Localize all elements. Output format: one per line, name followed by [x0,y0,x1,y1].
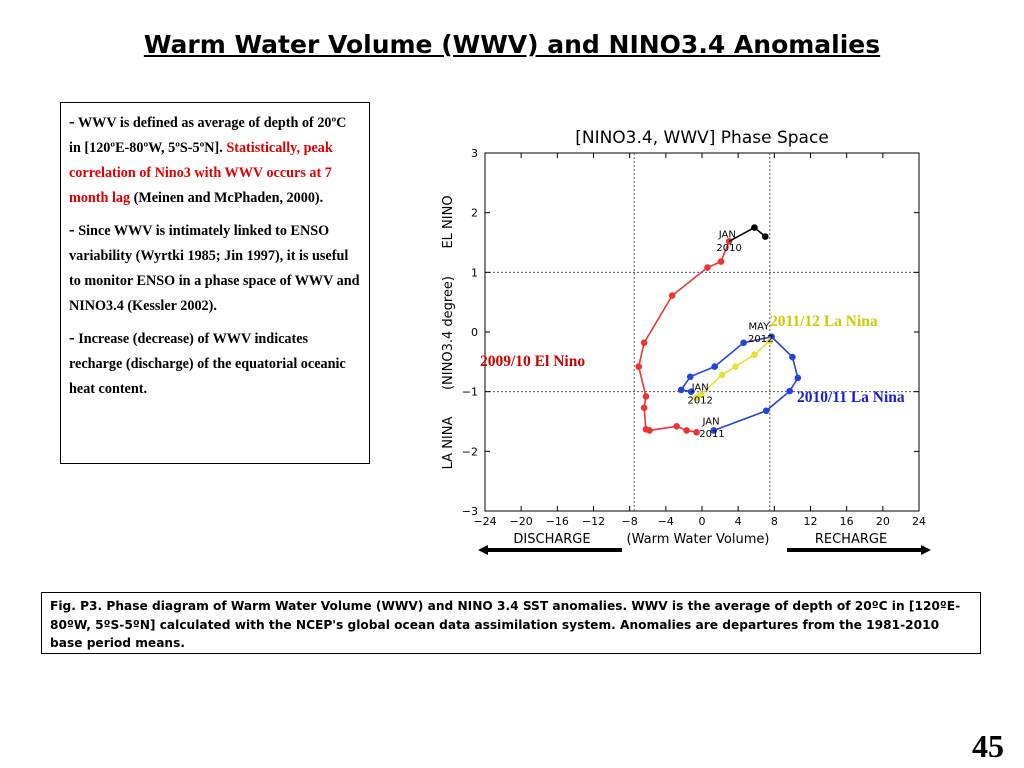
y-tick-label: −3 [462,505,478,518]
x-tick-label: 0 [699,515,706,528]
bullet-dash: - [69,220,75,239]
y-tick-label: 0 [471,326,478,339]
bullet-dash: - [69,328,75,347]
y-label-el-nino: EL NINO [441,195,456,248]
paragraph-wwv-definition: - WWV is defined as average of depth of … [69,109,361,211]
date-annotation: 2012 [687,396,712,407]
peak-correlation-text: Statistically, peak correlation of Nino3… [69,140,333,206]
data-point [673,422,680,430]
data-point [642,393,650,400]
x-tick-label: 20 [876,515,890,528]
x-tick-label: −12 [582,515,605,528]
definition-textbox: - WWV is defined as average of depth of … [60,102,370,464]
data-point [704,264,711,271]
x-axis-label: (Warm Water Volume) [627,532,770,547]
data-point [640,339,648,347]
data-point [761,233,769,240]
date-annotation: 2010 [716,243,741,254]
x-tick-label: 8 [771,515,778,528]
label-el-nino-2009-10: 2009/10 El Nino [480,353,585,370]
reference-lines [485,153,919,511]
x-tick-label: 12 [804,515,818,528]
page-number: 45 [972,728,1004,764]
label-la-nina-2011-12: 2011/12 La Nina [770,313,878,330]
y-tick-label: −1 [462,386,478,399]
date-annotation: MAY [749,322,771,333]
x-tick-label: 16 [840,515,854,528]
data-point [697,391,705,398]
data-point [677,386,685,394]
data-point [786,387,794,395]
date-annotation: 2012 [748,334,773,345]
x-tick-label: −24 [473,515,496,528]
x-tick-label: −8 [622,515,638,528]
date-annotation: 2011 [699,429,724,440]
data-point [683,427,690,434]
x-tick-label: −4 [658,515,674,528]
data-point [718,371,726,379]
data-point [794,374,802,382]
y-axis-label: (NINO3.4 degree) [441,276,456,390]
data-point [717,258,725,265]
data-point [668,292,676,299]
plot-frame [484,152,920,512]
paragraph-recharge: - Increase (decrease) of WWV indicates r… [69,325,361,402]
x-axis: −24 −20 −16 −12 −8 −4 0 4 8 12 16 20 24 [473,153,926,528]
y-tick-label: 2 [471,207,478,220]
data-point [687,388,695,395]
paragraph-enso-link: - Since WWV is intimately linked to ENSO… [69,217,361,319]
bullet-dash: - [69,112,75,131]
enso-link-text: Since WWV is intimately linked to ENSO v… [69,223,360,314]
data-point [640,404,648,412]
data-point [710,427,718,434]
series-connector [728,226,755,243]
x-label-discharge: DISCHARGE [513,532,590,547]
x-tick-label: −20 [510,515,533,528]
phase-space-chart: [NINO3.4, WWV] Phase Space −24 −20 −16 −12−… [441,128,931,555]
date-annotation: JAN [718,230,736,241]
data-point [789,353,796,361]
data-point [686,373,694,381]
figure-caption: Fig. P3. Phase diagram of Warm Water Vol… [41,592,981,654]
data-point [740,339,747,347]
x-tick-label: 24 [912,515,926,528]
data-point [751,351,758,358]
data-point [711,363,718,370]
data-point [766,337,774,345]
data-point [642,425,650,433]
x-label-recharge: RECHARGE [815,532,887,547]
meinen-reference: (Meinen and McPhaden, 2000). [133,190,324,206]
data-point [635,363,643,370]
series-line [637,241,730,434]
date-annotation: JAN [691,382,709,393]
recharge-text: Increase (decrease) of WWV indicates rec… [69,331,346,397]
label-la-nina-2010-11: 2010/11 La Nina [797,389,905,406]
page-title: Warm Water Volume (WWV) and NINO3.4 Anom… [143,30,881,59]
x-tick-label: −16 [546,515,569,528]
data-point [762,407,770,415]
date-annotation: JAN [701,416,719,427]
y-tick-label: 3 [471,147,478,160]
chart-title: [NINO3.4, WWV] Phase Space [575,128,829,148]
y-tick-label: −2 [462,445,478,458]
y-axis: −3 −2 −1 0 1 2 3 [462,147,919,518]
series-layer [635,224,802,436]
x-tick-label: 4 [735,515,742,528]
y-label-la-nina: LA NINA [441,417,456,470]
wwv-definition-text: WWV is defined as average of depth of 20… [69,115,347,156]
data-point [693,428,700,436]
data-point [732,363,739,370]
y-tick-label: 1 [471,266,478,279]
